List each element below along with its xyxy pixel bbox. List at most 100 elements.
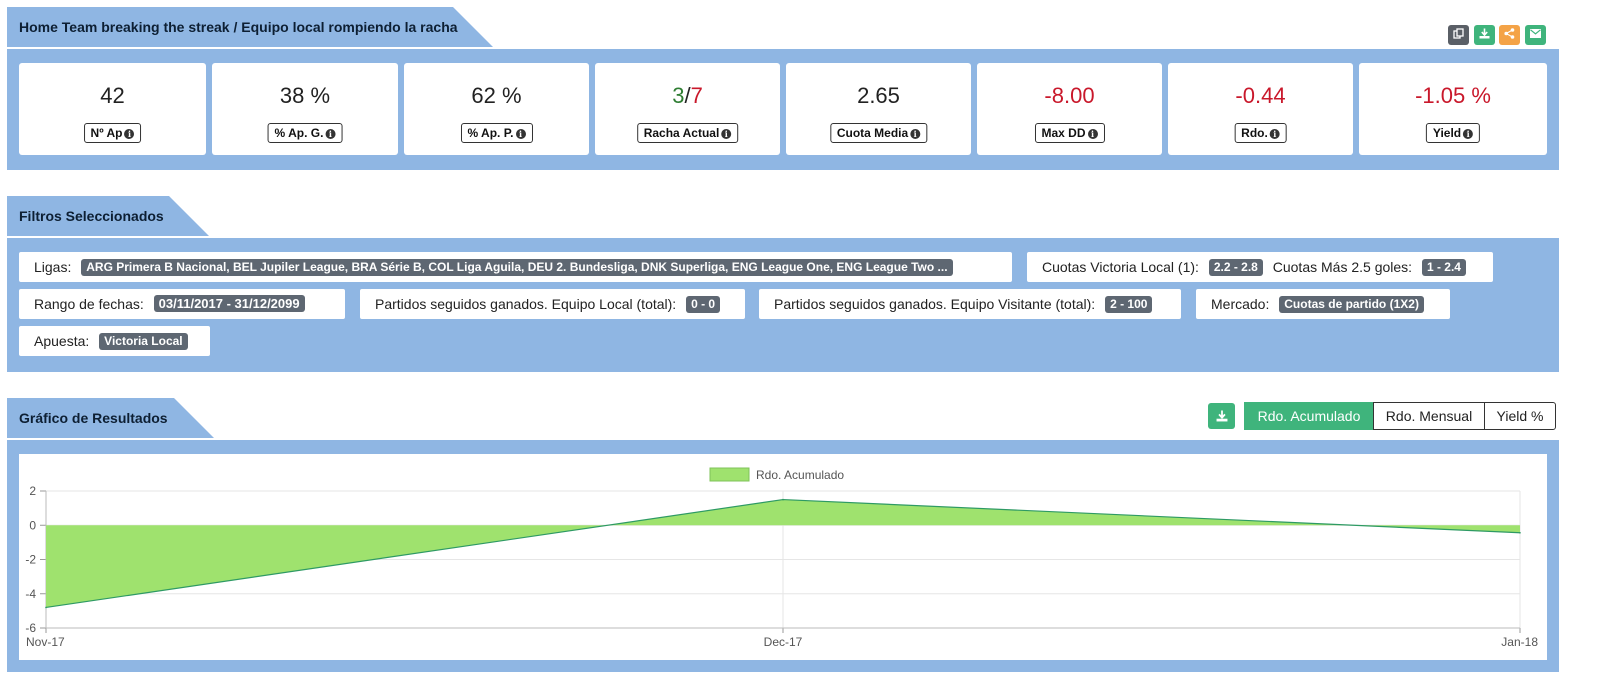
download-icon — [1479, 28, 1490, 39]
info-icon: i — [1087, 129, 1098, 139]
stat-card-max-dd: -8.00 Max DD i — [977, 63, 1162, 155]
download-button[interactable] — [1474, 25, 1495, 45]
stat-label-button[interactable]: Yield i — [1425, 123, 1481, 143]
stat-value: 3/7 — [595, 83, 780, 109]
stat-card-avg-odds: 2.65 Cuota Media i — [786, 63, 971, 155]
filter-label: Ligas: — [34, 259, 72, 275]
share-icon — [1504, 28, 1515, 39]
chart-section: Gráfico de Resultados Rdo. Acumulado Rdo… — [7, 398, 1592, 674]
x-tick-label: Nov-17 — [26, 635, 65, 649]
stat-label-button[interactable]: % Ap. G. i — [267, 123, 343, 143]
info-icon: i — [1463, 129, 1474, 139]
streak-separator: / — [684, 83, 691, 108]
y-tick-label: -6 — [25, 621, 36, 635]
share-button[interactable] — [1499, 25, 1520, 45]
filter-label: Cuotas Más 2.5 goles: — [1272, 259, 1413, 275]
stat-card-yield: -1.05 % Yield i — [1359, 63, 1547, 155]
stat-label: Rdo. — [1241, 126, 1268, 140]
legend-label: Rdo. Acumulado — [756, 468, 844, 482]
filter-mercado: Mercado: Cuotas de partido (1X2) — [1196, 289, 1450, 319]
filter-equipo-visitante: Partidos seguidos ganados. Equipo Visita… — [759, 289, 1181, 319]
filter-label: Partidos seguidos ganados. Equipo Local … — [375, 296, 677, 312]
stat-label: Racha Actual — [643, 126, 720, 140]
stat-card-streak: 3/7 Racha Actual i — [595, 63, 780, 155]
filter-value-chip: 2 - 100 — [1105, 296, 1153, 313]
filter-value-chip: Victoria Local — [99, 333, 188, 350]
y-tick-label: 0 — [29, 518, 36, 532]
streak-lost: 7 — [690, 83, 703, 108]
stat-card-result: -0.44 Rdo. i — [1168, 63, 1353, 155]
stat-value: 38 % — [279, 83, 331, 108]
info-icon: i — [721, 129, 732, 139]
series-area — [46, 499, 1520, 608]
chart-panel: 2 0 -2 -4 -6 Nov-17 Dec-17 Jan-18 Rdo. Acumulado — [7, 440, 1559, 672]
copy-button[interactable] — [1448, 25, 1469, 45]
filter-value-chip: ARG Primera B Nacional, BEL Jupiler Leag… — [81, 259, 953, 276]
chart-container: 2 0 -2 -4 -6 Nov-17 Dec-17 Jan-18 Rdo. Acumulado — [19, 454, 1547, 660]
stat-label-button[interactable]: Rdo. i — [1234, 123, 1287, 143]
stats-section-title: Home Team breaking the streak / Equipo l… — [7, 7, 493, 47]
tab-rdo-mensual[interactable]: Rdo. Mensual — [1373, 402, 1485, 430]
filter-label: Cuotas Victoria Local (1): — [1042, 259, 1199, 275]
data-point — [1519, 531, 1521, 534]
filter-value-chip: Cuotas de partido (1X2) — [1279, 296, 1424, 313]
filter-fechas: Rango de fechas: 03/11/2017 - 31/12/2099 — [19, 289, 345, 319]
streak-won: 3 — [672, 83, 685, 108]
stat-label-button[interactable]: Nº Ap i — [83, 123, 142, 143]
envelope-icon — [1530, 29, 1541, 38]
filter-value-chip: 03/11/2017 - 31/12/2099 — [153, 295, 305, 312]
x-tick-label: Dec-17 — [764, 635, 803, 649]
stat-value: 62 % — [471, 83, 522, 108]
email-button[interactable] — [1525, 25, 1546, 45]
stat-value: 2.65 — [857, 83, 900, 108]
filters-section: Filtros Seleccionados Ligas: ARG Primera… — [7, 196, 1592, 374]
filter-value-chip: 2.2 - 2.8 — [1208, 259, 1263, 276]
stat-card-pct-won: 38 % % Ap. G. i — [212, 63, 398, 155]
download-icon — [1216, 410, 1227, 422]
stats-panel: 42 Nº Ap i 38 % % Ap. G. i 62 % % Ap. P. i … — [7, 49, 1559, 170]
stat-label: Nº Ap — [90, 126, 123, 140]
stat-label: Max DD — [1041, 126, 1086, 140]
legend-swatch — [709, 467, 750, 482]
filters-panel: Ligas: ARG Primera B Nacional, BEL Jupil… — [7, 238, 1559, 372]
filter-ligas: Ligas: ARG Primera B Nacional, BEL Jupil… — [19, 252, 1012, 282]
filter-label: Partidos seguidos ganados. Equipo Visita… — [774, 296, 1096, 312]
stat-label: Cuota Media — [836, 126, 909, 140]
stat-value: -1.05 % — [1415, 83, 1491, 108]
tab-rdo-acumulado[interactable]: Rdo. Acumulado — [1244, 402, 1374, 430]
info-icon: i — [1269, 129, 1280, 139]
info-icon: i — [124, 129, 135, 139]
stat-label: Yield — [1432, 126, 1462, 140]
data-point — [782, 498, 784, 501]
tab-yield[interactable]: Yield % — [1484, 402, 1556, 430]
stat-value: -8.00 — [1044, 83, 1095, 108]
chart-section-title: Gráfico de Resultados — [7, 398, 214, 438]
filter-value-chip: 0 - 0 — [686, 296, 721, 313]
stat-label-button[interactable]: Racha Actual i — [636, 123, 739, 143]
info-icon: i — [325, 129, 336, 139]
y-tick-label: -4 — [25, 587, 36, 601]
y-tick-label: -2 — [25, 553, 36, 567]
stat-value: -0.44 — [1235, 83, 1286, 108]
stat-label-button[interactable]: Cuota Media i — [829, 123, 928, 143]
filter-label: Mercado: — [1211, 296, 1270, 312]
stat-label-button[interactable]: % Ap. P. i — [460, 123, 533, 143]
filter-label: Rango de fechas: — [34, 296, 144, 312]
filters-section-title: Filtros Seleccionados — [7, 196, 209, 236]
filter-label: Apuesta: — [34, 333, 90, 349]
filter-apuesta: Apuesta: Victoria Local — [19, 326, 210, 356]
x-tick-label: Jan-18 — [1501, 635, 1538, 649]
stat-value: 42 — [100, 83, 125, 108]
y-tick-label: 2 — [29, 484, 36, 498]
filter-value-chip: 1 - 2.4 — [1421, 259, 1466, 276]
filter-cuotas: Cuotas Victoria Local (1): 2.2 - 2.8 Cuo… — [1027, 252, 1493, 282]
stat-card-pct-lost: 62 % % Ap. P. i — [404, 63, 589, 155]
stat-card-num-ap: 42 Nº Ap i — [19, 63, 206, 155]
copy-icon — [1453, 28, 1464, 39]
filter-equipo-local: Partidos seguidos ganados. Equipo Local … — [360, 289, 745, 319]
chart-download-button[interactable] — [1208, 403, 1235, 429]
data-point — [45, 606, 47, 609]
stat-label-button[interactable]: Max DD i — [1034, 123, 1105, 143]
stat-label: % Ap. G. — [274, 126, 324, 140]
